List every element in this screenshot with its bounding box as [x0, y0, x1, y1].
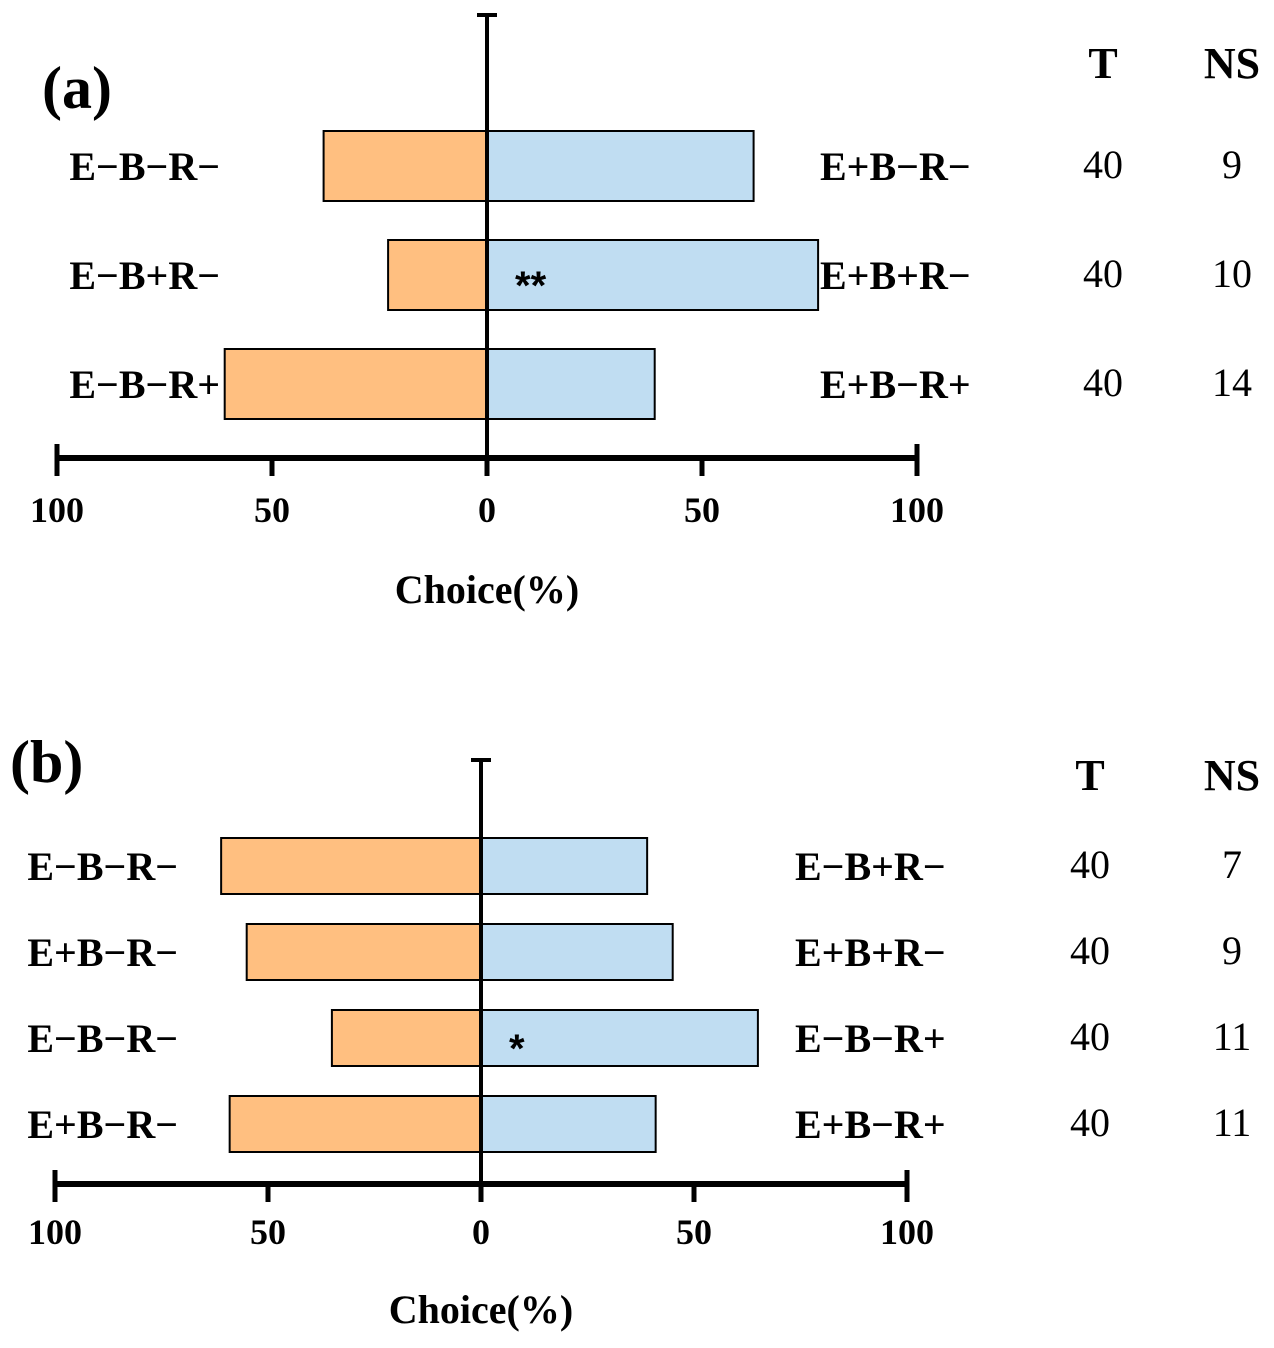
panel-a-x-tick-label-5: 100 — [890, 490, 944, 530]
panel-b-right-label-1: E−B+R− — [795, 844, 946, 889]
panel-b-bar-right-3 — [480, 1009, 759, 1067]
panel-a-bar-left-1 — [322, 130, 488, 202]
panel-a-significance-2: ** — [515, 264, 547, 308]
panel-b-right-label-4: E+B−R+ — [795, 1102, 946, 1147]
panel-b-header-ns: NS — [1204, 751, 1260, 800]
panel-b-label: (b) — [10, 729, 83, 795]
panel-b-left-label-4: E+B−R− — [27, 1102, 178, 1147]
panel-a-x-tick-label-3: 0 — [478, 490, 496, 530]
panel-b-x-tick-label-4: 50 — [676, 1212, 712, 1252]
panel-b-t-value-3: 40 — [1070, 1014, 1110, 1059]
panel-b-right-label-3: E−B−R+ — [795, 1016, 946, 1061]
panel-b-t-value-1: 40 — [1070, 842, 1110, 887]
panel-b-x-tick-label-3: 0 — [472, 1212, 490, 1252]
panel-b-x-axis-title: Choice(%) — [389, 1287, 573, 1332]
panel-b-x-tick-label-2: 50 — [250, 1212, 286, 1252]
panel-b-ns-value-3: 11 — [1213, 1014, 1252, 1059]
panel-a-header-t: T — [1088, 39, 1117, 88]
panel-a-left-label-1: E−B−R− — [69, 144, 220, 189]
panel-a-t-value-3: 40 — [1083, 360, 1123, 405]
panel-b-bar-right-4 — [480, 1095, 657, 1153]
panel-b-bar-left-1 — [220, 837, 482, 895]
panel-a-x-axis-title: Choice(%) — [395, 567, 579, 612]
panel-a-label: (a) — [42, 55, 112, 121]
panel-b-bar-right-1 — [480, 837, 649, 895]
panel-a-ns-value-3: 14 — [1212, 360, 1252, 405]
panel-b-t-value-4: 40 — [1070, 1100, 1110, 1145]
panel-b-header-t: T — [1075, 751, 1104, 800]
panel-a-right-label-2: E+B+R− — [820, 253, 971, 298]
panel-a-bar-left-2 — [387, 239, 489, 311]
panel-b-bar-left-3 — [330, 1009, 482, 1067]
panel-a-header-ns: NS — [1204, 39, 1260, 88]
panel-b-left-label-1: E−B−R− — [27, 844, 178, 889]
panel-a-x-tick-label-4: 50 — [684, 490, 720, 530]
panel-a-right-label-1: E+B−R− — [820, 144, 971, 189]
panel-b-right-label-2: E+B+R− — [795, 930, 946, 975]
panel-a-t-value-2: 40 — [1083, 251, 1123, 296]
panel-a-bar-right-2 — [486, 239, 820, 311]
panel-a-right-label-3: E+B−R+ — [820, 362, 971, 407]
panel-b-bar-left-2 — [245, 923, 482, 981]
panel-b-significance-3: * — [509, 1027, 525, 1071]
panel-a-left-label-3: E−B−R+ — [69, 362, 220, 407]
panel-b-bar-right-2 — [480, 923, 674, 981]
panel-a-ns-value-2: 10 — [1212, 251, 1252, 296]
panel-b-ns-value-4: 11 — [1213, 1100, 1252, 1145]
panel-a-ns-value-1: 9 — [1222, 142, 1242, 187]
panel-a-left-label-2: E−B+R− — [69, 253, 220, 298]
panel-b-x-tick-label-1: 100 — [28, 1212, 82, 1252]
panel-b-ns-value-1: 7 — [1222, 842, 1242, 887]
panel-a-x-tick-label-1: 100 — [30, 490, 84, 530]
panel-a-x-tick-label-2: 50 — [254, 490, 290, 530]
panel-b-x-tick-label-5: 100 — [880, 1212, 934, 1252]
panel-a-bar-right-1 — [486, 130, 755, 202]
panel-b-left-label-3: E−B−R− — [27, 1016, 178, 1061]
panel-a-t-value-1: 40 — [1083, 142, 1123, 187]
panel-b-ns-value-2: 9 — [1222, 928, 1242, 973]
panel-b-bar-left-4 — [228, 1095, 482, 1153]
panel-b-t-value-2: 40 — [1070, 928, 1110, 973]
panel-b-left-label-2: E+B−R− — [27, 930, 178, 975]
panel-a-bar-right-3 — [486, 348, 656, 420]
panel-a-bar-left-3 — [223, 348, 488, 420]
